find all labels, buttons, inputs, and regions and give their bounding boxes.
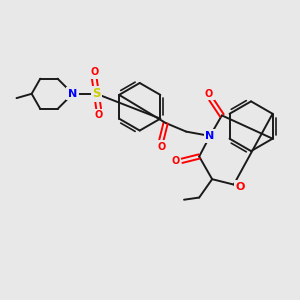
Text: O: O	[236, 182, 245, 192]
Text: N: N	[68, 89, 77, 99]
Text: O: O	[171, 156, 179, 166]
Text: O: O	[94, 110, 103, 120]
Text: O: O	[205, 89, 213, 99]
Text: O: O	[157, 142, 166, 152]
Text: N: N	[206, 131, 214, 141]
Text: S: S	[92, 87, 101, 100]
Text: O: O	[90, 67, 98, 77]
